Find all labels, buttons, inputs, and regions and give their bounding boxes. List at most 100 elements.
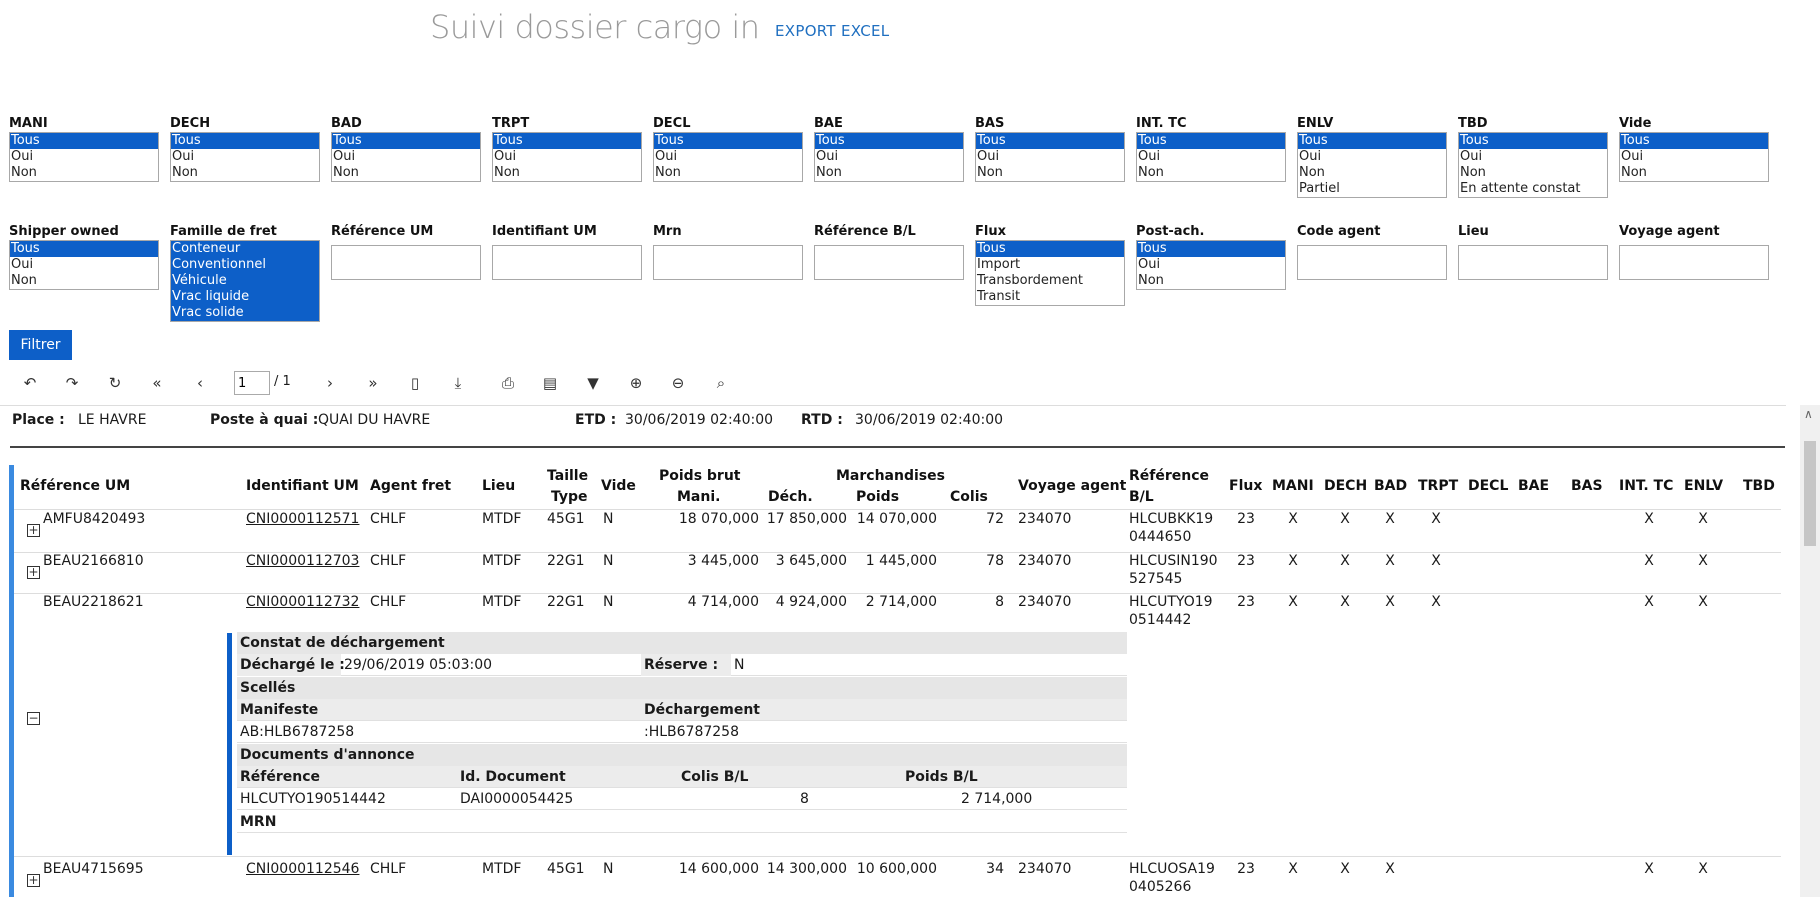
listbox-option[interactable]: Tous [493,133,641,149]
listbox-option[interactable]: Tous [976,133,1124,149]
page-icon[interactable]: ▯ [410,374,420,392]
listbox-option[interactable]: Tous [332,133,480,149]
code-agent-input[interactable] [1297,245,1447,280]
expand-row-icon[interactable]: + [27,565,40,579]
first-page-icon[interactable]: « [152,374,162,392]
listbox-option[interactable]: Tous [10,241,158,257]
filter-listbox[interactable]: Tous Oui Non Partiel [1297,132,1447,198]
listbox-option[interactable]: Oui [1299,149,1322,164]
lieu-input[interactable] [1458,245,1608,280]
last-page-icon[interactable]: » [368,374,378,392]
shipper-owned-listbox[interactable]: Tous Oui Non [9,240,159,290]
filter-listbox[interactable]: Tous Oui Non [814,132,964,182]
cell-ident-um[interactable]: CNI0000112571 [246,511,360,527]
listbox-option[interactable]: Oui [494,149,517,164]
export-icon[interactable]: ⤓ [454,374,462,392]
col-header-bae[interactable]: BAE [1518,478,1550,494]
filter-icon[interactable]: ▼ [587,374,599,392]
reference-um-input[interactable] [331,245,481,280]
listbox-option[interactable]: Non [172,165,198,180]
back-icon[interactable]: ↶ [23,374,37,392]
filter-listbox[interactable]: Tous Oui Non [1619,132,1769,182]
listbox-option[interactable]: Non [1460,165,1486,180]
listbox-option[interactable]: Partiel [1299,181,1340,196]
filter-listbox[interactable]: Tous Oui Non En attente constat [1458,132,1608,198]
filter-listbox[interactable]: Tous Oui Non [975,132,1125,182]
listbox-option[interactable]: Vrac liquide [171,289,319,305]
scroll-up-icon[interactable]: ∧ [1804,407,1813,421]
filter-listbox[interactable]: Tous Oui Non [9,132,159,182]
listbox-option[interactable]: Oui [655,149,678,164]
listbox-option[interactable]: Non [816,165,842,180]
listbox-option[interactable]: Non [11,273,37,288]
listbox-option[interactable]: Oui [1621,149,1644,164]
listbox-option[interactable]: Tous [10,133,158,149]
col-header-ref-bl[interactable]: Référence [1129,468,1210,484]
prev-page-icon[interactable]: ‹ [197,374,203,392]
filter-listbox[interactable]: Tous Oui Non [653,132,803,182]
reference-bl-input[interactable] [814,245,964,280]
post-ach-listbox[interactable]: Tous Oui Non [1136,240,1286,290]
col-header-trpt[interactable]: TRPT [1418,478,1459,494]
filter-button[interactable]: Filtrer [9,330,72,360]
listbox-option[interactable]: Oui [816,149,839,164]
listbox-option[interactable]: Non [1138,273,1164,288]
listbox-option[interactable]: Non [333,165,359,180]
cell-ident-um[interactable]: CNI0000112732 [246,594,360,610]
voyage-agent-input[interactable] [1619,245,1769,280]
listbox-option[interactable]: Non [1299,165,1325,180]
col-header-poids-brut[interactable]: Poids brut [659,468,741,484]
col-header-ident-um[interactable]: Identifiant UM [246,478,359,494]
page-number-input[interactable] [234,371,270,395]
listbox-option[interactable]: Vrac solide [171,305,319,321]
listbox-option[interactable]: Oui [11,149,34,164]
listbox-option[interactable]: Conventionnel [171,257,319,273]
famille-fret-listbox[interactable]: Conteneur Conventionnel Véhicule Vrac li… [170,240,320,322]
expand-row-icon[interactable]: + [27,873,40,887]
listbox-option[interactable]: Tous [815,133,963,149]
listbox-option[interactable]: Transbordement [977,273,1083,288]
scrollbar-thumb[interactable] [1804,441,1816,546]
next-page-icon[interactable]: › [327,374,333,392]
listbox-option[interactable]: Import [977,257,1021,272]
listbox-option[interactable]: Tous [654,133,802,149]
filter-listbox[interactable]: Tous Oui Non [1136,132,1286,182]
cell-ident-um[interactable]: CNI0000112546 [246,861,360,877]
listbox-option[interactable]: En attente constat [1460,181,1581,196]
col-header-poids[interactable]: Poids [856,489,900,505]
flux-listbox[interactable]: Tous Import Transbordement Transit [975,240,1125,306]
listbox-option[interactable]: Oui [1460,149,1483,164]
col-header-vide[interactable]: Vide [601,478,636,494]
forward-icon[interactable]: ↷ [65,374,79,392]
identifiant-um-input[interactable] [492,245,642,280]
col-header-bad[interactable]: BAD [1374,478,1408,494]
col-header-flux[interactable]: Flux [1229,478,1263,494]
listbox-option[interactable]: Transit [977,289,1021,304]
listbox-option[interactable]: Non [977,165,1003,180]
listbox-option[interactable]: Oui [172,149,195,164]
refresh-icon[interactable]: ↻ [108,374,122,392]
listbox-option[interactable]: Tous [171,133,319,149]
listbox-option[interactable]: Non [655,165,681,180]
listbox-option[interactable]: Tous [976,241,1124,257]
listbox-option[interactable]: Oui [333,149,356,164]
zoom-out-icon[interactable]: ⊖ [671,374,685,392]
collapse-row-icon[interactable]: − [27,711,40,725]
listbox-option[interactable]: Tous [1298,133,1446,149]
col-header-ref-um[interactable]: Référence UM [20,478,131,494]
listbox-option[interactable]: Non [494,165,520,180]
vertical-scrollbar[interactable]: ∧ [1800,405,1820,897]
listbox-option[interactable]: Tous [1137,133,1285,149]
col-header-mani[interactable]: MANI [1272,478,1314,494]
col-header-tbd[interactable]: TBD [1743,478,1775,494]
listbox-option[interactable]: Tous [1137,241,1285,257]
filter-listbox[interactable]: Tous Oui Non [492,132,642,182]
export-excel-link[interactable]: EXPORT EXCEL [775,22,890,40]
print-page-icon[interactable]: ▤ [542,374,558,392]
zoom-in-icon[interactable]: ⊕ [629,374,643,392]
col-header-mani-weight[interactable]: Mani. [677,489,721,505]
listbox-option[interactable]: Tous [1620,133,1768,149]
col-header-marchandises[interactable]: Marchandises [836,468,945,484]
listbox-option[interactable]: Non [1621,165,1647,180]
cell-ident-um[interactable]: CNI0000112703 [246,553,360,569]
